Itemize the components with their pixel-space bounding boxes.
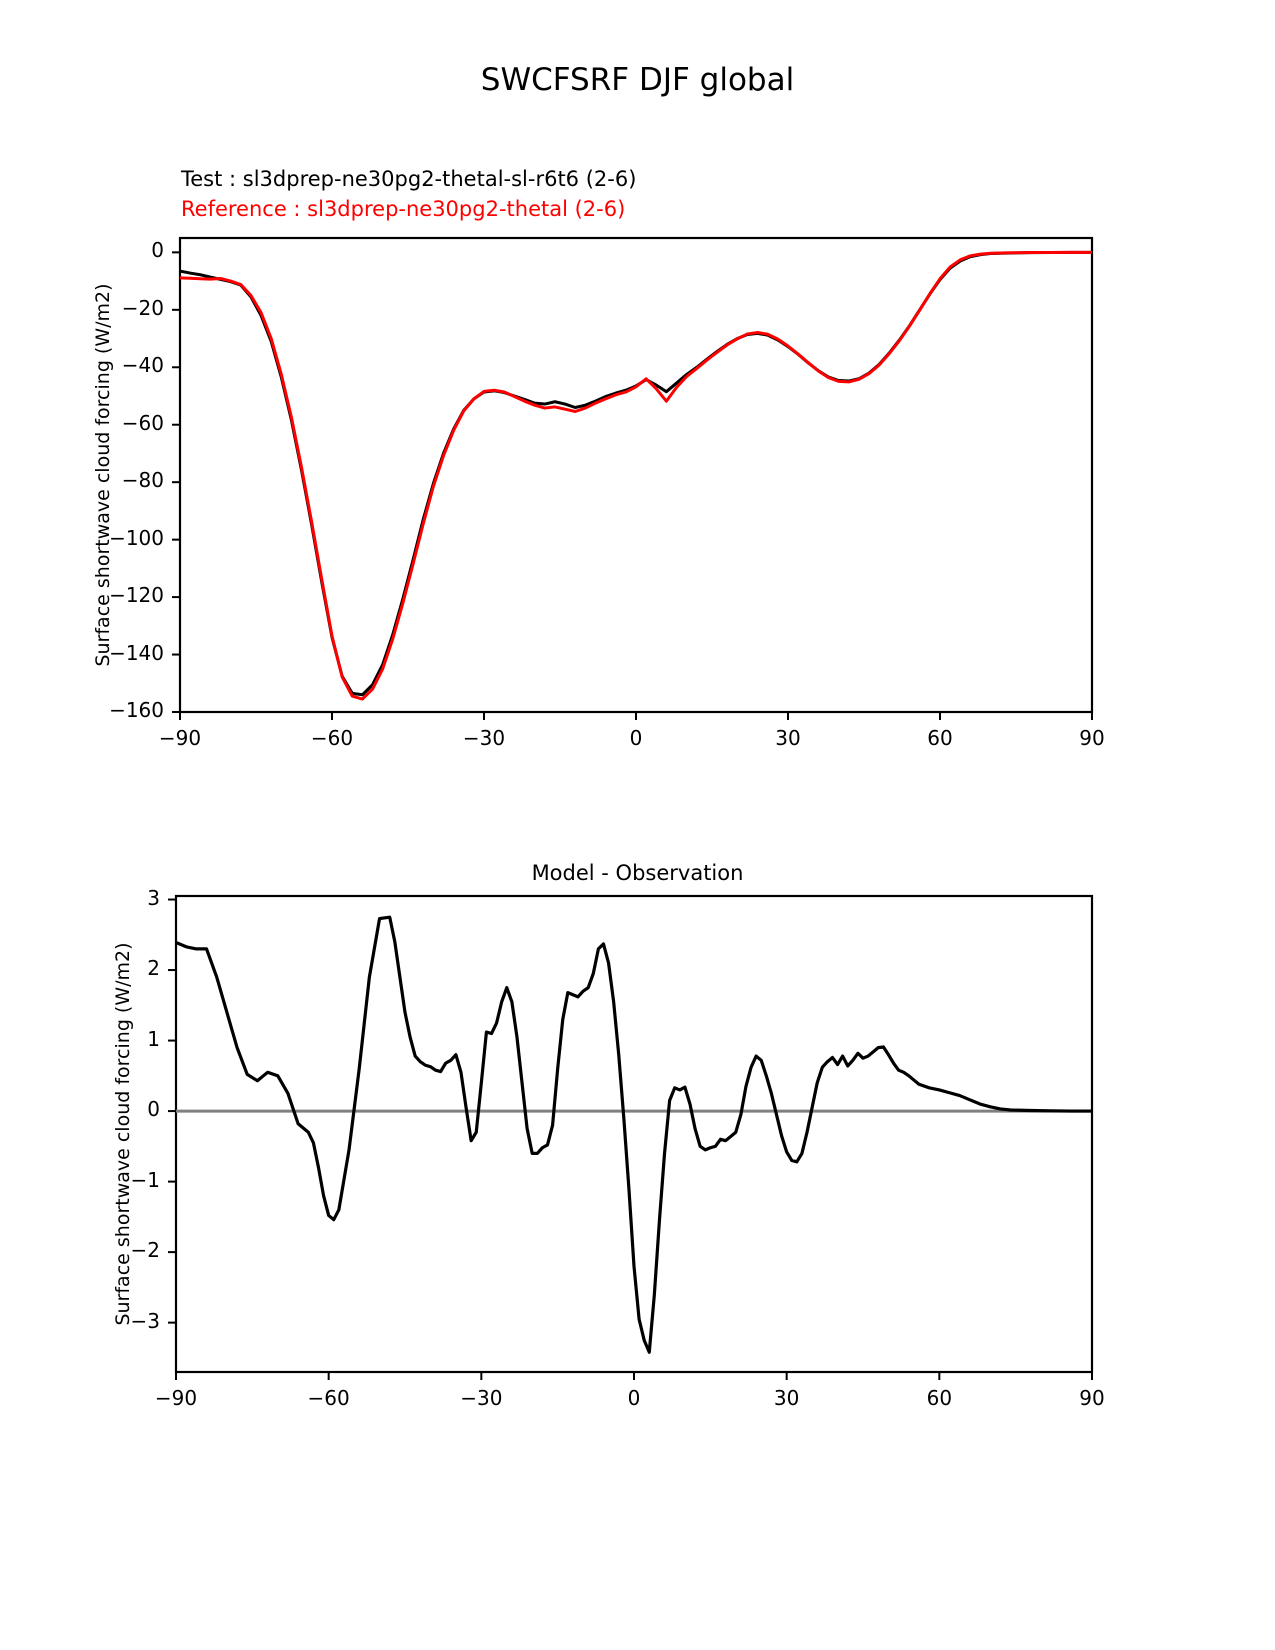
bottom-panel-data-layer xyxy=(176,915,1092,1354)
bottom-panel-y-tick-label: −2 xyxy=(130,1238,160,1263)
top-panel-series-line xyxy=(180,250,1092,701)
bottom-panel-title: Model - Observation xyxy=(531,861,744,885)
bottom-panel-y-tick-label: −3 xyxy=(130,1308,160,1333)
top-panel-y-tick-label: −20 xyxy=(121,295,164,320)
top-panel-y-tick-label: −80 xyxy=(121,468,164,493)
top-panel-y-tick-label: −140 xyxy=(109,640,164,665)
legend-test-label: Test : sl3dprep-ne30pg2-thetal-sl-r6t6 (… xyxy=(181,167,637,191)
top-panel-x-tick-label: 0 xyxy=(629,726,643,750)
bottom-panel-y-tick-label: 1 xyxy=(147,1026,160,1051)
top-panel-y-tick-label: −120 xyxy=(109,583,164,608)
top-panel-y-tick-label: −100 xyxy=(109,525,164,550)
bottom-panel-x-tick-label: −90 xyxy=(154,1386,198,1410)
top-panel-y-tick-label: −60 xyxy=(121,410,164,435)
bottom-panel-y-axis-label: Surface shortwave cloud forcing (W/m2) xyxy=(112,942,134,1326)
bottom-panel-y-tick-label: −1 xyxy=(130,1167,160,1192)
top-panel-data-layer xyxy=(180,250,1092,701)
top-panel-y-tick-label: −40 xyxy=(121,353,164,378)
bottom-panel-x-tick-label: 90 xyxy=(1079,1386,1105,1410)
bottom-panel-axes xyxy=(168,894,1094,1380)
top-panel-x-tick-label: 60 xyxy=(927,726,953,750)
top-panel-y-tick-label: −160 xyxy=(109,698,164,722)
top-panel-x-tick-label: −60 xyxy=(310,726,354,750)
bottom-panel-y-tick-label: 3 xyxy=(147,885,160,910)
top-panel-y-tick-label: 0 xyxy=(151,238,164,263)
bottom-panel-x-tick-label: 0 xyxy=(627,1386,641,1410)
bottom-panel-frame xyxy=(174,894,1094,1374)
top-panel-series-line xyxy=(180,250,1092,697)
bottom-panel-x-tick-label: 30 xyxy=(773,1386,800,1410)
bottom-panel-y-tick-label: 2 xyxy=(147,956,160,981)
top-panel-frame xyxy=(178,236,1094,714)
top-panel-x-tick-label: −30 xyxy=(462,726,506,750)
bottom-panel-x-tick-label: −30 xyxy=(460,1386,503,1410)
figure-title: SWCFSRF DJF global xyxy=(480,62,795,98)
top-panel-x-tick-label: 90 xyxy=(1079,726,1105,750)
bottom-panel-series-line xyxy=(176,915,1092,1354)
bottom-panel-x-tick-label: 60 xyxy=(926,1386,953,1410)
legend-reference-label: Reference : sl3dprep-ne30pg2-thetal (2-6… xyxy=(181,197,626,221)
legend: Test : sl3dprep-ne30pg2-thetal-sl-r6t6 (… xyxy=(181,164,636,224)
top-panel-x-tick-label: −90 xyxy=(158,726,202,750)
bottom-panel-y-tick-label: 0 xyxy=(147,1097,160,1122)
bottom-panel-x-tick-label: −60 xyxy=(307,1386,350,1410)
top-panel-x-tick-label: 30 xyxy=(775,726,801,750)
top-panel-axes xyxy=(172,236,1094,720)
